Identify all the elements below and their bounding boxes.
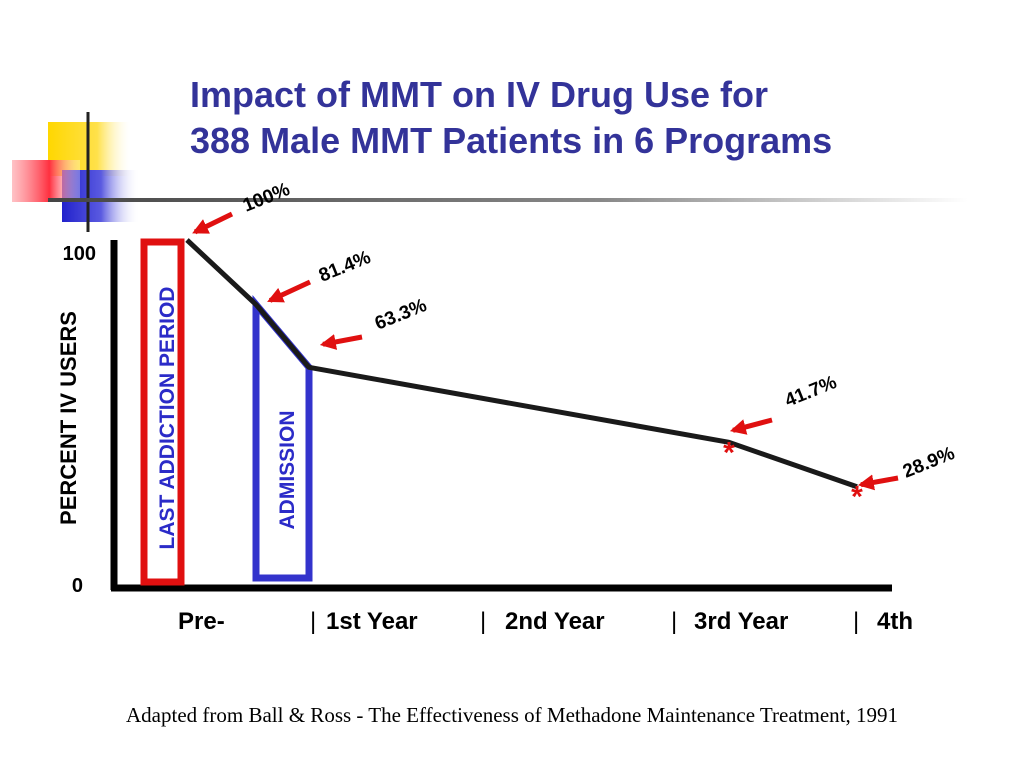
data-label-41-7: 41.7% xyxy=(782,372,840,412)
annotation-arrow xyxy=(857,474,899,491)
red-square-deco xyxy=(12,160,80,202)
x-tick-label-2nd-year: 2nd Year xyxy=(505,608,605,635)
y-tick-label: 0 xyxy=(72,575,83,597)
x-tick-separator: | xyxy=(310,608,316,635)
data-label-81-4: 81.4% xyxy=(316,247,374,287)
y-axis-label: PERCENT IV USERS xyxy=(56,311,81,525)
source-caption: Adapted from Ball & Ross - The Effective… xyxy=(126,703,898,727)
x-tick-separator: | xyxy=(853,608,859,635)
data-label-100: 100% xyxy=(240,179,293,217)
annotation-arrow xyxy=(729,417,773,435)
series-line xyxy=(185,238,858,490)
data-label-28-9: 28.9% xyxy=(900,443,958,483)
iv-drug-use-chart: 100 0 PERCENT IV USERS LAST ADDICTION PE… xyxy=(56,179,958,635)
x-tick-label-3rd-year: 3rd Year xyxy=(694,608,788,635)
last-addiction-period-label: LAST ADDICTION PERIOD xyxy=(156,287,179,550)
point-marker-3rd-year: * xyxy=(723,436,735,469)
x-tick-label-1st-year: 1st Year xyxy=(326,608,418,635)
title-line-1: Impact of MMT on IV Drug Use for xyxy=(190,74,769,115)
x-tick-separator: | xyxy=(480,608,486,635)
x-tick-label-4th: 4th xyxy=(877,608,913,635)
title-line-2: 388 Male MMT Patients in 6 Programs xyxy=(190,120,833,161)
x-tick-label-pre: Pre- xyxy=(178,608,225,635)
y-tick-label: 100 xyxy=(63,243,96,265)
page-title: Impact of MMT on IV Drug Use for 388 Mal… xyxy=(190,72,990,164)
annotation-arrow xyxy=(267,279,312,303)
horizontal-rule-deco xyxy=(48,198,968,202)
last-addiction-period-box xyxy=(140,238,185,586)
admission-period-label: ADMISSION xyxy=(276,410,299,529)
x-tick-separator: | xyxy=(671,608,677,635)
annotation-arrow xyxy=(319,334,363,350)
data-label-63-3: 63.3% xyxy=(372,295,430,335)
decorative-corner-graphic xyxy=(12,112,968,232)
annotation-arrow xyxy=(192,211,234,235)
